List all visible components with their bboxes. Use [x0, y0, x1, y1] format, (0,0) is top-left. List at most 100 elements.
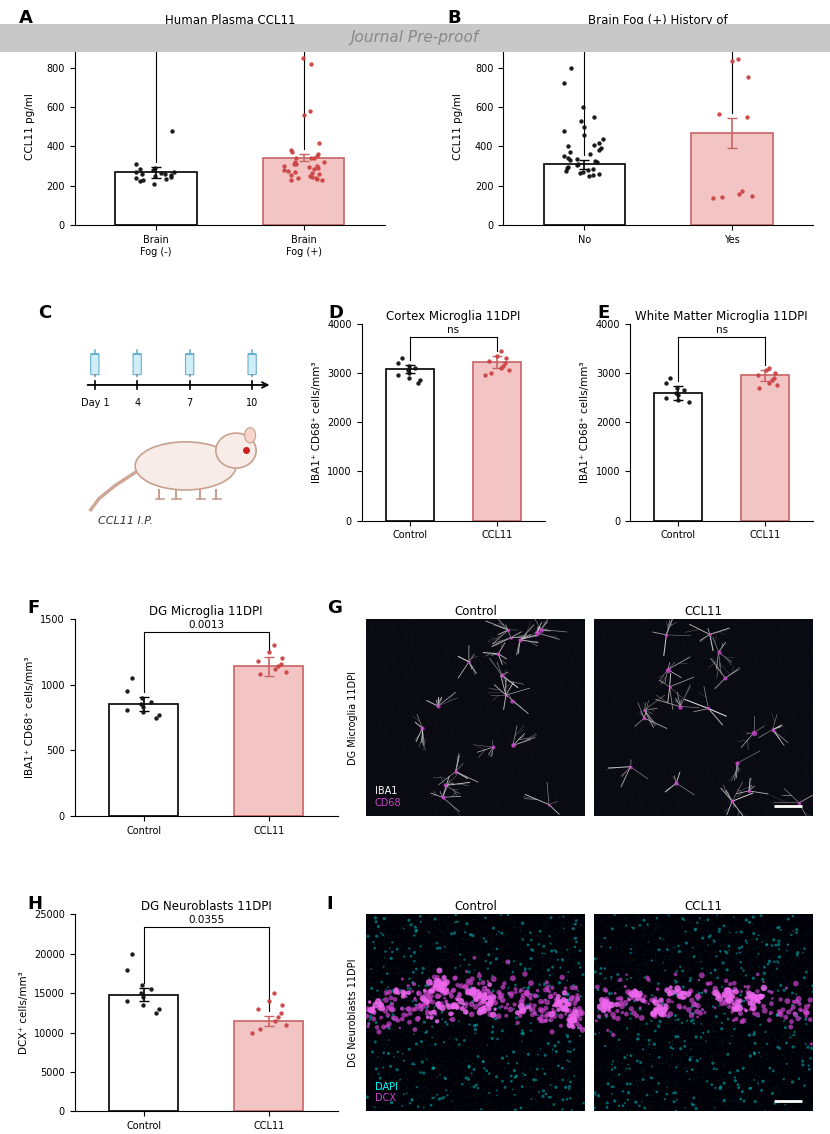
- Point: [663, 1001, 676, 1019]
- Point: [417, 1080, 430, 1098]
- Point: [492, 947, 505, 965]
- Point: [473, 929, 486, 947]
- Point: [500, 781, 514, 799]
- Point: [415, 934, 428, 953]
- Point: [661, 1017, 674, 1035]
- Point: [705, 989, 718, 1007]
- Point: [618, 909, 632, 928]
- Point: [753, 1063, 766, 1081]
- Point: [471, 1016, 484, 1034]
- Point: [517, 979, 530, 997]
- Point: [378, 928, 391, 946]
- Point: [610, 1023, 623, 1041]
- Point: [726, 1015, 740, 1033]
- Point: [634, 982, 647, 1000]
- Point: [606, 991, 619, 1009]
- Point: [525, 1080, 538, 1098]
- Point: [635, 685, 648, 703]
- Point: [451, 999, 464, 1017]
- Point: [759, 805, 773, 823]
- Point: [783, 699, 796, 717]
- Point: [452, 741, 466, 759]
- Point: [417, 930, 430, 948]
- Point: [469, 739, 482, 758]
- Point: [752, 1085, 765, 1103]
- Point: [400, 1066, 413, 1084]
- Point: [701, 1058, 714, 1076]
- Point: [505, 1024, 519, 1042]
- Point: [602, 963, 615, 981]
- Point: [388, 970, 401, 988]
- Point: [686, 999, 699, 1017]
- Point: [376, 652, 389, 670]
- Point: [468, 1009, 481, 1027]
- Point: [786, 772, 799, 790]
- Point: [624, 915, 637, 933]
- Point: [660, 1015, 673, 1033]
- Point: [681, 1012, 694, 1030]
- Ellipse shape: [216, 433, 256, 468]
- Point: [800, 998, 813, 1016]
- Point: [574, 1080, 587, 1098]
- Point: [754, 1016, 767, 1034]
- Point: [617, 702, 630, 720]
- Point: [489, 616, 502, 634]
- Point: [608, 644, 622, 662]
- Point: [397, 906, 410, 924]
- Point: [803, 801, 817, 819]
- Point: [564, 1056, 578, 1074]
- Point: [695, 618, 708, 636]
- Point: [422, 968, 436, 987]
- Point: [413, 1055, 427, 1073]
- Point: [398, 736, 411, 754]
- Point: [793, 925, 807, 943]
- Point: [778, 790, 791, 809]
- Point: [750, 1072, 764, 1090]
- Point: [565, 668, 579, 686]
- Point: [430, 679, 443, 697]
- Point: [515, 940, 529, 958]
- Point: [704, 1078, 717, 1097]
- Point: [396, 1097, 409, 1115]
- Point: [678, 1060, 691, 1078]
- Point: [416, 1086, 429, 1105]
- Point: [763, 1027, 776, 1046]
- Point: [754, 1097, 767, 1115]
- Point: [609, 741, 622, 759]
- Point: [680, 942, 693, 960]
- Point: [771, 762, 784, 780]
- Point: [546, 975, 559, 993]
- Point: [496, 991, 510, 1009]
- Point: [773, 951, 786, 970]
- Point: [492, 1031, 505, 1049]
- Point: [691, 689, 704, 708]
- Point: [740, 1052, 754, 1070]
- Point: [721, 1039, 735, 1057]
- Point: [571, 731, 584, 750]
- Point: [520, 924, 533, 942]
- Point: [756, 971, 769, 989]
- Point: [512, 688, 525, 706]
- Point: [434, 922, 447, 940]
- Point: [422, 908, 436, 926]
- Point: [687, 996, 701, 1014]
- Point: [381, 1018, 394, 1036]
- Point: [379, 1095, 393, 1114]
- Point: [444, 1010, 457, 1029]
- Point: [798, 925, 812, 943]
- Point: [390, 771, 403, 789]
- Point: [733, 951, 746, 970]
- Point: [575, 979, 588, 997]
- Point: [756, 626, 769, 644]
- Point: [561, 770, 574, 788]
- Point: [509, 976, 522, 995]
- Point: [414, 642, 427, 660]
- Point: [774, 613, 787, 632]
- Point: [692, 793, 705, 811]
- Point: [426, 763, 439, 781]
- Point: [434, 978, 447, 996]
- Point: [650, 922, 663, 940]
- Point: [424, 1035, 437, 1053]
- Point: [438, 1018, 452, 1036]
- Point: [706, 786, 719, 804]
